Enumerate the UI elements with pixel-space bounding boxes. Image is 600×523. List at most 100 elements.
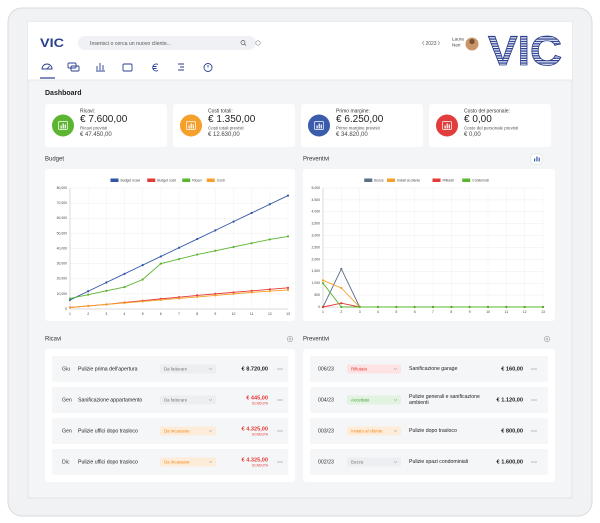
data-point — [159, 262, 162, 265]
legend-swatch — [462, 178, 471, 182]
add-button[interactable] — [543, 335, 551, 343]
nav-euro[interactable] — [152, 63, 159, 72]
kpi-icon-bar — [60, 125, 62, 129]
kpi-icon-bar — [318, 123, 320, 129]
row-code: 002/23 — [318, 459, 334, 465]
row-amount: € 1.600,00 — [497, 459, 523, 465]
y-tick-label: 4,500 — [312, 198, 321, 202]
kpi-icon-bar — [320, 124, 322, 129]
x-tick-label: 5 — [395, 310, 397, 314]
nav-reports[interactable] — [96, 63, 105, 72]
status-pill[interactable] — [347, 395, 401, 405]
row-month: Dic — [62, 459, 70, 465]
legend-swatch — [206, 178, 215, 182]
kpi-icon-bar — [190, 123, 192, 129]
status-pill[interactable] — [160, 457, 216, 467]
data-point — [141, 300, 144, 303]
data-point — [376, 305, 380, 309]
x-tick-label: 9 — [214, 312, 216, 316]
search-box[interactable] — [78, 36, 256, 50]
data-point — [87, 290, 90, 293]
kpi-icon-bar — [192, 124, 194, 129]
y-tick-label: 4,000 — [312, 210, 321, 214]
legend-label: Budget costi — [157, 178, 176, 182]
x-tick-label: 2 — [87, 312, 89, 316]
table-row — [310, 387, 548, 413]
settings-icon[interactable] — [255, 40, 261, 46]
add-button[interactable] — [286, 335, 294, 343]
y-tick-label: 1,500 — [312, 269, 321, 273]
chart-card — [303, 169, 555, 321]
data-point — [395, 305, 398, 309]
row-month: Gen — [62, 428, 72, 434]
legend-swatch — [110, 178, 119, 182]
add-button-icon — [288, 337, 292, 341]
kpi-card — [173, 104, 295, 147]
brand-logo: VIC — [488, 27, 562, 74]
data-point — [450, 305, 453, 309]
status-chevron — [208, 460, 213, 464]
add-button-icon — [545, 337, 549, 341]
section-title: Ricavi — [45, 337, 61, 343]
data-point — [340, 286, 343, 290]
data-point — [468, 305, 471, 309]
kpi-forecast-label: Primo margine previsti — [336, 126, 380, 131]
data-point — [250, 291, 253, 294]
search-icon[interactable] — [240, 40, 246, 45]
row-menu — [531, 430, 533, 432]
year-next[interactable] — [437, 40, 440, 46]
nav-dashboard[interactable] — [41, 63, 53, 70]
logo[interactable]: VIC — [40, 36, 64, 50]
row-code: 004/23 — [318, 397, 334, 403]
row-description-box: Sanificazione garage — [409, 366, 457, 372]
status-pill[interactable] — [160, 364, 216, 374]
status-pill[interactable] — [347, 426, 401, 436]
data-point — [123, 272, 126, 275]
data-point — [68, 306, 72, 309]
row-code: 003/23 — [318, 428, 334, 434]
row-menu — [277, 368, 279, 370]
status-pill[interactable] — [160, 426, 216, 436]
nav-timer[interactable] — [203, 63, 213, 72]
data-point — [196, 295, 199, 298]
table-card — [303, 349, 555, 482]
year-prev[interactable] — [422, 40, 425, 46]
y-tick-label: 60,000 — [57, 216, 67, 220]
data-point — [268, 203, 271, 206]
row-menu — [531, 399, 533, 401]
y-tick-label: 40,000 — [57, 246, 67, 250]
kpi-icon-frame — [186, 121, 196, 130]
kpi-value: € 1.350,00 — [208, 114, 256, 125]
data-point — [87, 304, 90, 308]
section-title: Preventivi — [303, 157, 329, 163]
chart-toggle-bar — [534, 158, 536, 162]
x-tick-label: 12 — [523, 310, 527, 314]
row-menu — [535, 461, 537, 463]
x-tick-label: 10 — [232, 312, 236, 316]
nav-wallet[interactable] — [122, 63, 133, 72]
page-title: Dashboard — [45, 90, 82, 97]
data-point — [123, 301, 126, 305]
nav-list[interactable] — [178, 63, 184, 71]
data-point — [505, 305, 508, 309]
data-point — [321, 282, 325, 285]
search-icon — [244, 43, 247, 46]
status-chevron — [393, 460, 398, 464]
legend-label: Costi — [217, 178, 225, 182]
kpi-icon-bar — [64, 124, 66, 129]
status-label: Inviato al cliente — [351, 428, 383, 433]
nav-clients[interactable] — [67, 62, 77, 69]
y-tick-label: 5,000 — [312, 186, 321, 190]
data-point — [159, 255, 162, 258]
data-point — [286, 235, 290, 238]
status-pill[interactable] — [160, 395, 216, 405]
kpi-forecast: € 0,00 — [464, 132, 481, 138]
status-pill[interactable] — [347, 364, 401, 374]
data-point — [177, 297, 181, 300]
y-tick-label: 1,000 — [312, 281, 321, 285]
status-pill[interactable] — [347, 457, 401, 467]
row-note: SCADUTA — [252, 432, 269, 436]
row-menu — [533, 461, 535, 463]
x-tick-label: 8 — [450, 310, 452, 314]
x-tick-label: 11 — [505, 310, 509, 314]
